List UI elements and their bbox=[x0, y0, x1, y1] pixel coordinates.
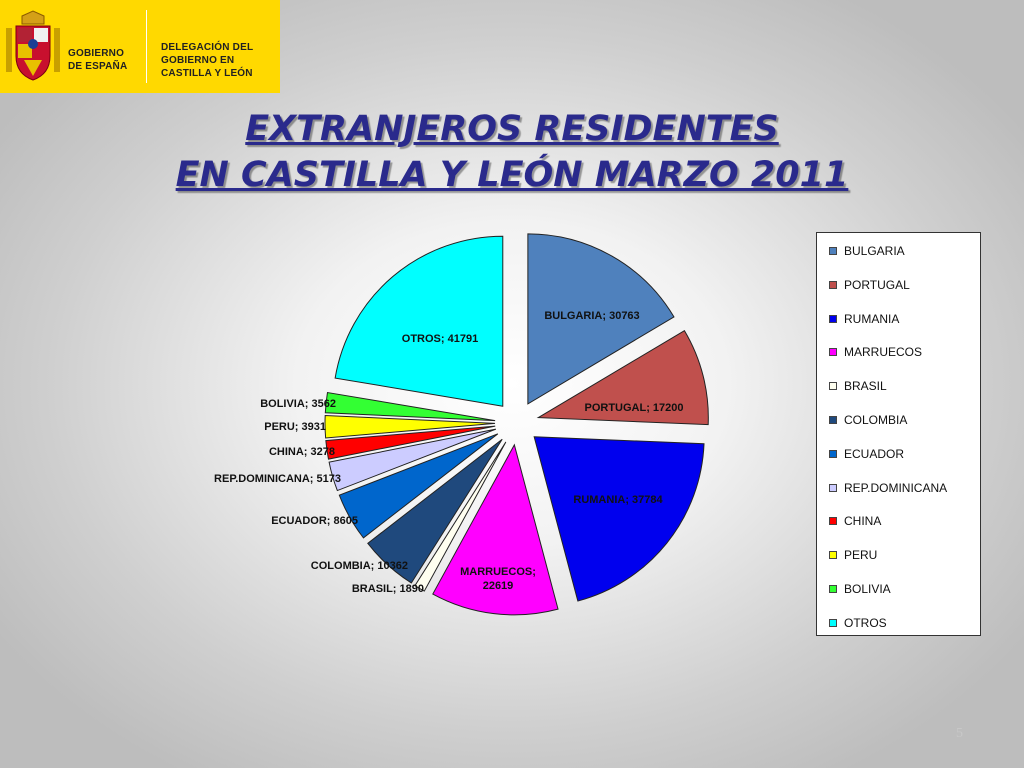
gobierno-text: GOBIERNO DE ESPAÑA bbox=[68, 48, 128, 72]
logo-divider bbox=[146, 10, 147, 83]
pie-slice-peru bbox=[324, 414, 496, 439]
legend-swatch bbox=[829, 314, 837, 323]
legend-item-otros: OTROS bbox=[829, 615, 887, 631]
pie-slice-bulgaria bbox=[527, 233, 675, 405]
legend-swatch bbox=[829, 517, 837, 526]
data-label-brasil: BRASIL; 1890 bbox=[352, 583, 424, 595]
legend-swatch bbox=[829, 247, 837, 255]
legend-label: RUMANIA bbox=[844, 311, 900, 326]
data-label-rep-dominicana: REP.DOMINICANA; 5173 bbox=[214, 473, 341, 485]
legend-label: BRASIL bbox=[844, 379, 887, 394]
data-label-marruecos: MARRUECOS; 22619 bbox=[460, 566, 536, 592]
legend-swatch bbox=[829, 382, 837, 391]
delegacion-text: DELEGACIÓN DEL GOBIERNO EN CASTILLA Y LEÓN bbox=[161, 42, 254, 79]
data-label-peru: PERU; 3931 bbox=[264, 421, 326, 433]
data-label-ecuador: ECUADOR; 8605 bbox=[271, 515, 358, 527]
legend-item-rep-dominicana: REP.DOMINICANA bbox=[829, 480, 947, 496]
pie-slice-china bbox=[325, 425, 496, 460]
legend-item-marruecos: MARRUECOS bbox=[829, 344, 922, 360]
legend-label: MARRUECOS bbox=[844, 345, 923, 360]
legend-label: CHINA bbox=[844, 514, 882, 529]
legend-label: OTROS bbox=[844, 615, 887, 630]
slide-title: EXTRANJEROS RESIDENTES EN CASTILLA Y LEÓ… bbox=[0, 106, 1024, 198]
legend-label: PERU bbox=[844, 548, 878, 563]
legend-item-colombia: COLOMBIA bbox=[829, 412, 907, 428]
pie-slice-ecuador bbox=[338, 433, 499, 539]
legend-item-bolivia: BOLIVIA bbox=[829, 581, 891, 597]
pie-slice-marruecos bbox=[432, 443, 559, 616]
legend-item-peru: PERU bbox=[829, 547, 877, 563]
legend-item-ecuador: ECUADOR bbox=[829, 446, 904, 462]
legend-label: REP.DOMINICANA bbox=[844, 480, 948, 495]
legend-swatch bbox=[829, 416, 837, 424]
legend-swatch bbox=[829, 280, 837, 289]
legend-label: BOLIVIA bbox=[844, 582, 891, 596]
legend-item-rumania: RUMANIA bbox=[829, 311, 899, 327]
page-number: 5 bbox=[956, 726, 963, 741]
pie-slice-bolivia bbox=[324, 391, 496, 422]
legend-item-brasil: BRASIL bbox=[829, 378, 887, 394]
data-label-colombia: COLOMBIA; 10362 bbox=[311, 560, 408, 572]
data-label-bolivia: BOLIVIA; 3562 bbox=[260, 398, 336, 410]
legend-swatch bbox=[829, 483, 837, 492]
legend-swatch bbox=[829, 551, 837, 560]
data-label-portugal: PORTUGAL; 17200 bbox=[584, 402, 683, 414]
pie-slice-portugal bbox=[536, 329, 709, 426]
title-line-2: EN CASTILLA Y LEÓN MARZO 2011 bbox=[175, 155, 849, 195]
legend-label: ECUADOR bbox=[844, 446, 905, 461]
government-logo: GOBIERNO DE ESPAÑA DELEGACIÓN DEL GOBIERNO… bbox=[0, 0, 280, 93]
legend-swatch bbox=[829, 348, 837, 357]
data-label-rumania: RUMANIA; 37784 bbox=[573, 494, 663, 506]
chart-legend: BULGARIA PORTUGAL RUMANIA MARRUECOS BRASIL CO… bbox=[816, 232, 981, 636]
legend-label: BULGARIA bbox=[844, 244, 905, 258]
legend-item-china: CHINA bbox=[829, 513, 881, 529]
pie-slice-rumania bbox=[533, 436, 705, 602]
pie-slice-colombia bbox=[367, 438, 503, 584]
data-label-otros: OTROS; 41791 bbox=[402, 333, 478, 345]
coat-of-arms-icon bbox=[6, 10, 60, 81]
legend-label: COLOMBIA bbox=[844, 413, 908, 427]
pie-slice-rep-dominicana bbox=[328, 428, 497, 492]
legend-swatch bbox=[829, 585, 837, 593]
data-label-bulgaria: BULGARIA; 30763 bbox=[544, 310, 639, 322]
pie-slice-otros bbox=[334, 235, 504, 407]
legend-swatch bbox=[829, 449, 837, 458]
legend-item-portugal: PORTUGAL bbox=[829, 277, 910, 293]
legend-swatch bbox=[829, 618, 837, 627]
data-label-china: CHINA; 3278 bbox=[269, 446, 335, 458]
legend-label: PORTUGAL bbox=[844, 277, 910, 292]
title-line-1: EXTRANJEROS RESIDENTES bbox=[245, 109, 779, 149]
pie-slice-brasil bbox=[414, 441, 507, 592]
legend-item-bulgaria: BULGARIA bbox=[829, 243, 905, 259]
